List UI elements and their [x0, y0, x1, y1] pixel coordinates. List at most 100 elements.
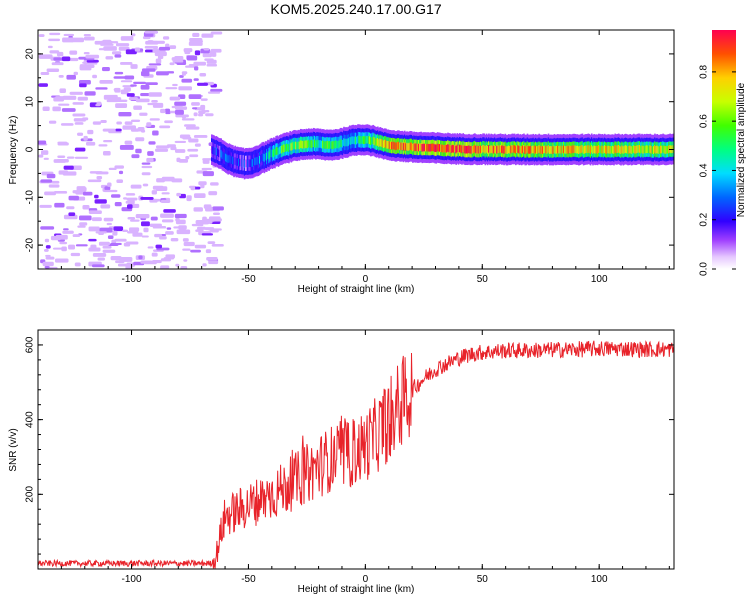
- noise-speckle: [180, 265, 188, 269]
- noise-speckle: [212, 206, 224, 211]
- ridge-cell: [484, 146, 487, 154]
- noise-speckle: [161, 219, 174, 223]
- noise-speckle: [141, 71, 150, 77]
- noise-speckle: [200, 98, 208, 101]
- noise-speckle: [126, 204, 133, 209]
- ridge-cell: [235, 158, 238, 166]
- ridge-cell: [455, 145, 457, 154]
- ridge-cell: [215, 147, 218, 156]
- ridge-cell: [322, 140, 324, 149]
- ridge-cell: [540, 146, 543, 154]
- ridge-cell: [486, 146, 489, 154]
- ridge-cell: [326, 140, 329, 149]
- ridge-cell: [607, 145, 609, 154]
- ridge-cell: [212, 146, 214, 155]
- noise-speckle: [148, 141, 156, 145]
- noise-speckle: [163, 209, 176, 213]
- colorbar-label: Normalized spectral amplitude: [736, 82, 747, 217]
- ridge-cell: [301, 140, 303, 149]
- noise-speckle: [145, 40, 159, 45]
- noise-speckle: [190, 185, 196, 191]
- noise-speckle: [141, 172, 151, 176]
- noise-speckle: [140, 84, 150, 90]
- ridge-cell: [468, 145, 470, 154]
- ridge-cell: [213, 146, 215, 155]
- noise-speckle: [63, 33, 75, 36]
- noise-speckle: [94, 199, 107, 204]
- ridge-cell: [311, 140, 314, 149]
- spectrogram-y-axis-title: Frequency (Hz): [8, 116, 19, 185]
- ridge-cell: [318, 140, 321, 148]
- noise-speckle: [191, 223, 204, 227]
- ridge-cell: [250, 159, 253, 167]
- noise-speckle: [44, 266, 50, 269]
- noise-speckle: [176, 192, 182, 197]
- noise-speckle: [156, 71, 169, 76]
- noise-speckle: [83, 33, 91, 37]
- ridge-cell: [464, 145, 467, 154]
- ridge-cell: [234, 157, 237, 165]
- noise-speckle: [138, 255, 143, 260]
- noise-speckle: [213, 212, 220, 216]
- ridge-cell: [256, 157, 259, 165]
- ridge-cell: [496, 145, 498, 154]
- ridge-cell: [505, 146, 508, 154]
- ridge-cell: [295, 141, 297, 150]
- noise-speckle: [197, 82, 209, 86]
- ridge-cell: [471, 145, 474, 154]
- ridge-cell: [257, 156, 260, 165]
- ridge-cell: [285, 143, 288, 152]
- ridge-cell: [392, 141, 394, 150]
- ridge-cell: [431, 143, 434, 152]
- noise-speckle: [172, 60, 184, 63]
- noise-speckle: [174, 213, 187, 219]
- ridge-cell: [592, 146, 594, 154]
- ridge-cell: [221, 151, 224, 160]
- ridge-cell: [324, 141, 327, 150]
- noise-speckle: [143, 227, 149, 233]
- noise-speckle: [200, 183, 205, 189]
- noise-speckle: [160, 199, 171, 204]
- noise-speckle: [193, 134, 208, 138]
- ridge-cell: [222, 151, 225, 160]
- ridge-cell: [334, 140, 337, 149]
- noise-speckle: [54, 202, 65, 208]
- noise-speckle: [152, 130, 159, 136]
- noise-speckle: [174, 109, 184, 115]
- noise-speckle: [205, 113, 214, 117]
- ridge-cell: [614, 145, 616, 153]
- noise-speckle: [68, 195, 79, 201]
- noise-speckle: [55, 234, 68, 240]
- ridge-cell: [260, 155, 262, 163]
- noise-speckle: [185, 126, 200, 130]
- ridge-cell: [277, 147, 280, 156]
- noise-speckle: [147, 246, 154, 249]
- ridge-cell: [638, 145, 641, 153]
- noise-speckle: [207, 91, 221, 94]
- noise-speckle: [187, 148, 199, 152]
- ridge-cell: [352, 136, 355, 144]
- ridge-cell: [546, 146, 549, 154]
- ridge-cell: [430, 143, 433, 152]
- ridge-cell: [652, 146, 655, 154]
- ridge-cell: [659, 145, 662, 154]
- noise-speckle: [201, 233, 213, 236]
- ridge-cell: [493, 145, 496, 153]
- ridge-cell: [382, 140, 385, 149]
- ridge-cell: [482, 144, 484, 153]
- ridge-cell: [413, 143, 415, 151]
- ridge-cell: [495, 146, 497, 154]
- noise-speckle: [191, 102, 200, 106]
- ridge-cell: [368, 136, 371, 145]
- ridge-cell: [288, 144, 290, 152]
- noise-speckle: [53, 97, 65, 102]
- ridge-cell: [613, 146, 615, 154]
- ridge-cell: [296, 141, 298, 150]
- ridge-cell: [393, 141, 396, 150]
- noise-speckle: [128, 97, 138, 101]
- ridge-cell: [244, 159, 247, 168]
- ridge-cell: [536, 146, 538, 154]
- ridge-cell: [379, 138, 381, 147]
- ridge-cell: [661, 145, 663, 154]
- noise-speckle: [84, 91, 96, 96]
